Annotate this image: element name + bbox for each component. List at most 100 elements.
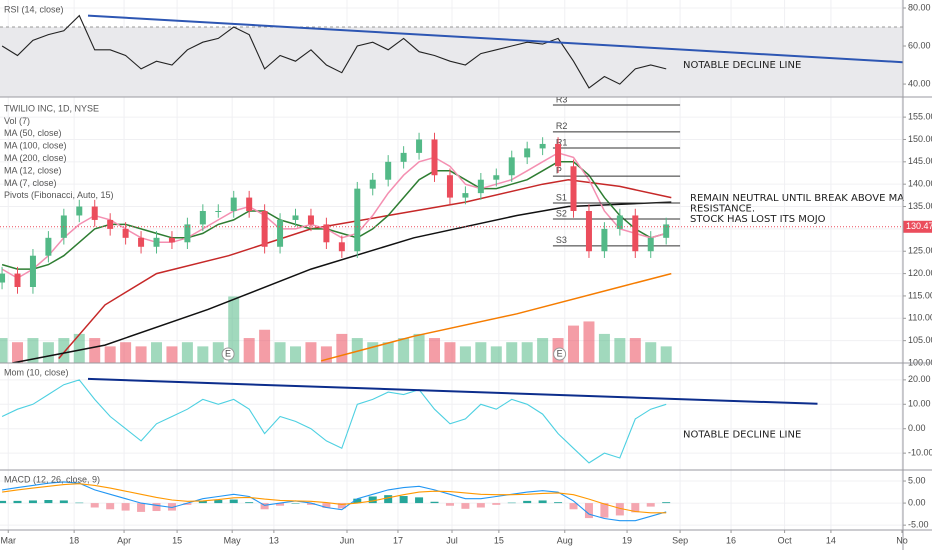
volume-bar	[89, 338, 101, 363]
candle-body	[138, 237, 145, 247]
candle-body	[153, 237, 160, 247]
trendline	[87, 14, 903, 64]
candle-body	[215, 211, 222, 212]
series-line	[1, 379, 667, 464]
y-tick-label: 0.00	[908, 423, 926, 433]
volume-bar	[645, 342, 657, 363]
pivot-label: S2	[556, 208, 567, 218]
volume-bar	[382, 342, 394, 363]
volume-bar	[181, 342, 193, 363]
candle-body	[524, 148, 531, 158]
x-tick-label: 14	[826, 535, 836, 545]
candle-body	[508, 157, 515, 176]
x-tick-label: Jul	[446, 535, 458, 545]
candle-body	[323, 224, 330, 243]
pane	[0, 7, 903, 97]
annotation: RESISTANCE.	[690, 204, 755, 215]
candle-body	[632, 215, 639, 252]
x-tick-label: Oct	[778, 535, 793, 545]
histogram-bar	[600, 503, 609, 518]
volume-bar	[243, 338, 255, 363]
histogram-bar	[121, 503, 130, 511]
pivot-label: R1	[556, 137, 568, 147]
pane	[0, 480, 903, 526]
histogram-bar	[167, 503, 176, 511]
x-tick-label: May	[224, 535, 242, 545]
x-tick-label: 15	[494, 535, 504, 545]
candle-body	[184, 224, 191, 243]
histogram-bar	[137, 503, 146, 512]
candle-body	[230, 197, 237, 211]
x-tick-label: Aug	[557, 535, 573, 545]
volume-bar	[568, 325, 580, 363]
pane	[0, 377, 903, 464]
pane-title: RSI (14, close)	[4, 4, 64, 14]
candle-body	[29, 255, 36, 287]
y-tick-label: 120.00	[908, 268, 932, 278]
histogram-bar	[106, 503, 115, 510]
earnings-label: E	[225, 348, 231, 358]
histogram-bar	[476, 503, 485, 508]
histogram-bar	[384, 495, 393, 504]
histogram-bar	[538, 500, 547, 504]
volume-bar	[197, 346, 209, 363]
x-tick-label: 13	[269, 535, 279, 545]
histogram-bar	[523, 500, 532, 504]
volume-bar	[12, 342, 24, 363]
histogram-bar	[492, 503, 501, 505]
x-tick-label: Jun	[340, 535, 355, 545]
moving-average	[321, 272, 672, 362]
histogram-bar	[368, 496, 377, 504]
histogram-bar	[445, 503, 454, 506]
legend-entry: MA (12, close)	[4, 165, 62, 175]
histogram-bar	[662, 502, 671, 504]
histogram-bar	[75, 502, 84, 504]
volume-bar	[58, 338, 70, 363]
series-line	[1, 14, 667, 89]
candle-body	[369, 179, 376, 189]
histogram-bar	[415, 497, 424, 504]
candle-body	[585, 211, 592, 252]
histogram-bar	[615, 503, 624, 516]
annotation: NOTABLE DECLINE LINE	[683, 60, 801, 71]
y-tick-label: 5.00	[908, 475, 926, 485]
volume-bar	[444, 342, 456, 363]
histogram-bar	[276, 503, 285, 506]
histogram-bar	[28, 500, 37, 504]
volume-bar	[0, 338, 8, 363]
y-tick-label: 135.00	[908, 201, 932, 211]
volume-bar	[120, 342, 132, 363]
candle-body	[539, 143, 546, 149]
volume-bar	[274, 342, 286, 363]
candle-body	[663, 224, 670, 238]
y-tick-label: 100.00	[908, 357, 932, 367]
histogram-bar	[569, 503, 578, 510]
histogram-bar	[214, 500, 223, 504]
candle-body	[462, 193, 469, 198]
annotation: NOTABLE DECLINE LINE	[683, 430, 801, 441]
y-tick-label: 150.00	[908, 134, 932, 144]
volume-bar	[336, 333, 348, 363]
candle-body	[277, 219, 284, 247]
pivot-label: S1	[556, 192, 567, 202]
annotation: STOCK HAS LOST ITS MOJO	[690, 214, 826, 225]
volume-bar	[290, 346, 302, 363]
pane-title: MACD (12, 26, close, 9)	[4, 474, 100, 484]
legend-entry: MA (100, close)	[4, 141, 67, 151]
volume-bar	[629, 338, 641, 363]
y-tick-label: 140.00	[908, 179, 932, 189]
candle-body	[45, 237, 52, 256]
histogram-bar	[183, 503, 192, 505]
histogram-bar	[399, 496, 408, 504]
candle-body	[416, 139, 423, 153]
candle-body	[107, 219, 114, 229]
candle-body	[385, 161, 392, 180]
histogram-bar	[245, 502, 254, 504]
candle-body	[76, 206, 83, 216]
candle-body	[246, 197, 253, 211]
histogram-bar	[0, 500, 7, 504]
volume-bar	[537, 338, 549, 363]
x-tick-label: 15	[172, 535, 182, 545]
x-tick-label: 17	[393, 535, 403, 545]
